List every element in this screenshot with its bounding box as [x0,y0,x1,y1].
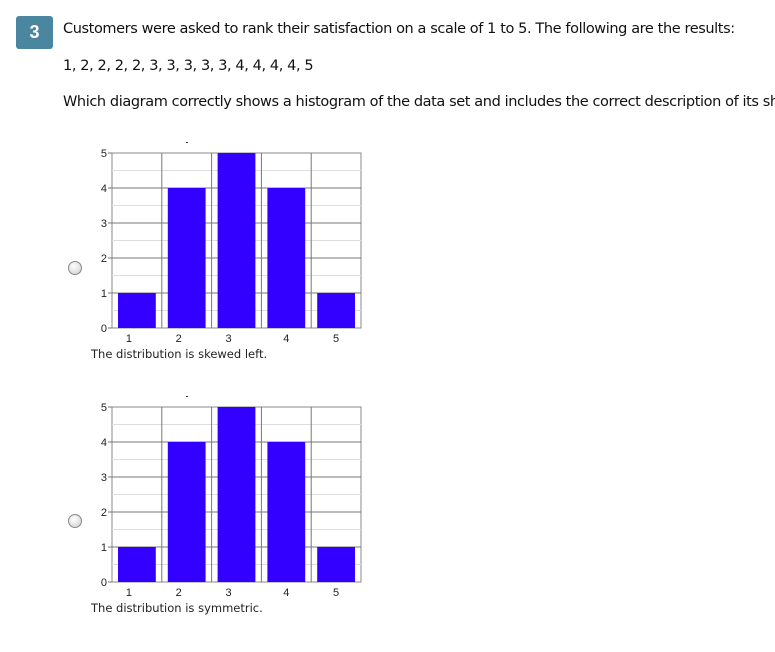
y-tick-label: 1 [101,542,107,554]
y-tick-label: 0 [101,323,107,335]
histogram-option-a: 1 2 3 4 5 0 1 2 3 4 5 [101,142,362,345]
x-tick-label: 2 [176,587,182,599]
option-a-caption: The distribution is skewed left. [91,347,268,361]
bar-3 [217,153,256,328]
y-tick-label: 5 [101,148,107,160]
bar-1 [118,547,156,582]
x-tick-label: 1 [126,587,132,599]
bar-2 [167,188,206,328]
x-tick-label: 1 [126,333,132,345]
question-number-badge: 3 [16,16,53,49]
y-tick-label: 4 [101,183,107,195]
y-tick-label: 5 [101,402,107,414]
x-tick-label: 4 [283,587,289,599]
y-tick-label: 2 [101,507,107,519]
question-ask: Which diagram correctly shows a histogra… [63,94,775,110]
title-dot [186,396,188,397]
y-tick-label: 4 [101,437,107,449]
bar-4 [267,188,306,328]
data-set: 1, 2, 2, 2, 2, 3, 3, 3, 3, 3, 4, 4, 4, 4… [63,58,314,74]
bar-5 [317,293,355,328]
question-prompt: Customers were asked to rank their satis… [63,21,735,37]
bar-5 [317,547,355,582]
title-dot [186,142,188,143]
bar-3 [217,407,256,582]
bar-4 [267,442,306,582]
option-b-caption: The distribution is symmetric. [91,601,263,615]
x-tick-label: 5 [333,333,339,345]
x-tick-label: 3 [225,333,231,345]
x-tick-label: 5 [333,587,339,599]
x-tick-label: 4 [283,333,289,345]
y-tick-label: 3 [101,218,107,230]
y-tick-label: 2 [101,253,107,265]
bar-2 [167,442,206,582]
y-tick-label: 3 [101,472,107,484]
option-a-radio[interactable] [68,261,82,275]
histogram-option-b: 1 2 3 4 5 0 1 2 3 4 5 [101,396,362,599]
option-b-radio[interactable] [68,514,82,528]
y-tick-label: 0 [101,577,107,589]
x-tick-label: 2 [176,333,182,345]
y-tick-label: 1 [101,288,107,300]
x-tick-label: 3 [225,587,231,599]
bar-1 [118,293,156,328]
